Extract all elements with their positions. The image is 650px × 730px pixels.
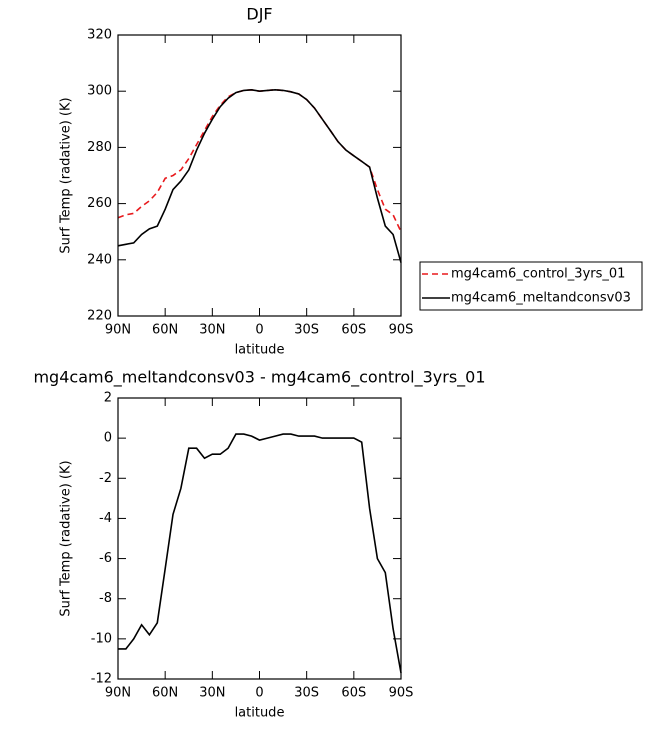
data-line bbox=[117, 88, 402, 233]
legend-label: mg4cam6_meltandconsv03 bbox=[451, 291, 631, 306]
x-tick-label: 90S bbox=[389, 323, 414, 338]
x-tick-label: 60N bbox=[152, 686, 178, 701]
x-tick-label: 90N bbox=[105, 686, 131, 701]
x-tick-label: 60S bbox=[341, 323, 366, 338]
chart-title: DJF bbox=[246, 5, 272, 24]
chart-title: mg4cam6_meltandconsv03 - mg4cam6_control… bbox=[33, 368, 485, 388]
x-axis-label: latitude bbox=[235, 706, 285, 721]
x-tick-label: 0 bbox=[255, 323, 263, 338]
x-tick-label: 30N bbox=[199, 686, 225, 701]
y-tick-label: -4 bbox=[99, 511, 112, 526]
data-line bbox=[117, 88, 402, 263]
x-tick-label: 60N bbox=[152, 323, 178, 338]
y-tick-label: 0 bbox=[104, 431, 112, 446]
y-tick-label: 300 bbox=[87, 84, 112, 99]
y-tick-label: 240 bbox=[87, 252, 112, 267]
y-tick-label: -6 bbox=[99, 551, 112, 566]
x-tick-label: 0 bbox=[255, 686, 263, 701]
y-tick-label: -10 bbox=[91, 631, 112, 646]
x-tick-label: 30S bbox=[294, 686, 319, 701]
y-tick-label: 220 bbox=[87, 309, 112, 324]
y-tick-label: 2 bbox=[104, 391, 112, 406]
plot-frame bbox=[117, 34, 402, 317]
x-tick-label: 90N bbox=[105, 323, 131, 338]
y-tick-label: -2 bbox=[99, 471, 112, 486]
x-tick-label: 60S bbox=[341, 686, 366, 701]
plot-frame bbox=[117, 397, 402, 680]
y-tick-label: -12 bbox=[91, 672, 112, 687]
y-tick-label: 280 bbox=[87, 140, 112, 155]
x-tick-label: 30S bbox=[294, 323, 319, 338]
legend-label: mg4cam6_control_3yrs_01 bbox=[451, 267, 625, 282]
y-tick-label: -8 bbox=[99, 591, 112, 606]
y-tick-label: 320 bbox=[87, 28, 112, 43]
y-tick-label: 260 bbox=[87, 196, 112, 211]
x-tick-label: 30N bbox=[199, 323, 225, 338]
y-axis-label: Surf Temp (radative) (K) bbox=[59, 460, 74, 616]
x-axis-label: latitude bbox=[235, 343, 285, 358]
legend-box bbox=[419, 261, 643, 311]
x-tick-label: 90S bbox=[389, 686, 414, 701]
y-axis-label: Surf Temp (radative) (K) bbox=[59, 97, 74, 253]
data-line bbox=[118, 433, 402, 674]
